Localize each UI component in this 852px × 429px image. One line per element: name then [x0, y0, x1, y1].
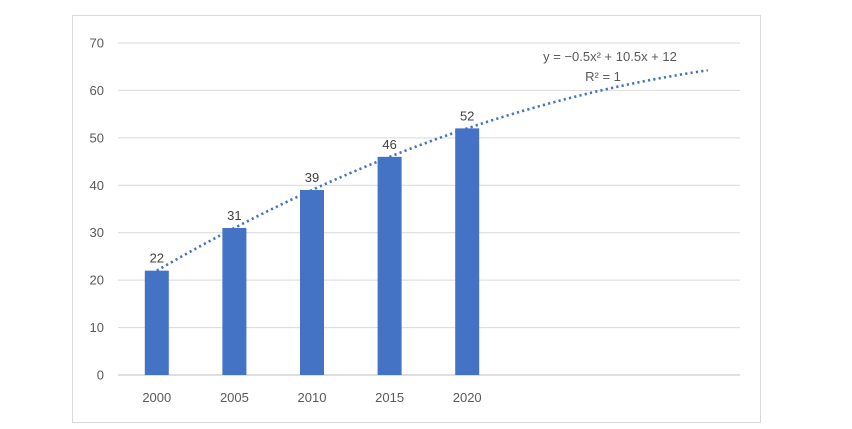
y-tick-label: 60 — [90, 83, 104, 98]
y-tick-label: 30 — [90, 225, 104, 240]
x-tick-label: 2020 — [453, 390, 482, 405]
trendline-equation: y = −0.5x² + 10.5x + 12 — [543, 49, 677, 64]
y-tick-label: 70 — [90, 36, 104, 51]
x-tick-label: 2015 — [375, 390, 404, 405]
bar — [144, 270, 169, 375]
data-label: 52 — [460, 108, 474, 123]
chart-area — [72, 15, 761, 423]
data-label: 22 — [150, 251, 164, 266]
data-label: 46 — [382, 137, 396, 152]
bar — [455, 128, 480, 375]
y-axis-tick-labels: 0 10 20 30 40 50 60 70 — [90, 36, 104, 383]
y-tick-label: 0 — [97, 368, 104, 383]
x-tick-label: 2005 — [220, 390, 249, 405]
trendline-r-squared: R² = 1 — [585, 69, 621, 84]
y-tick-label: 10 — [90, 320, 104, 335]
data-label: 39 — [305, 170, 319, 185]
bar — [377, 156, 402, 375]
trendline — [156, 69, 708, 272]
data-label: 31 — [227, 208, 241, 223]
bars — [144, 128, 480, 375]
y-tick-label: 50 — [90, 130, 104, 145]
bar — [222, 227, 247, 375]
x-tick-label: 2010 — [298, 390, 327, 405]
bar — [300, 190, 324, 375]
x-axis-tick-labels: 2000 2005 2010 2015 2020 — [142, 390, 481, 405]
data-labels: 22 31 39 46 52 — [150, 108, 475, 265]
x-tick-label: 2000 — [142, 390, 171, 405]
gridlines — [118, 42, 740, 376]
y-tick-label: 20 — [90, 273, 104, 288]
y-tick-label: 40 — [90, 178, 104, 193]
